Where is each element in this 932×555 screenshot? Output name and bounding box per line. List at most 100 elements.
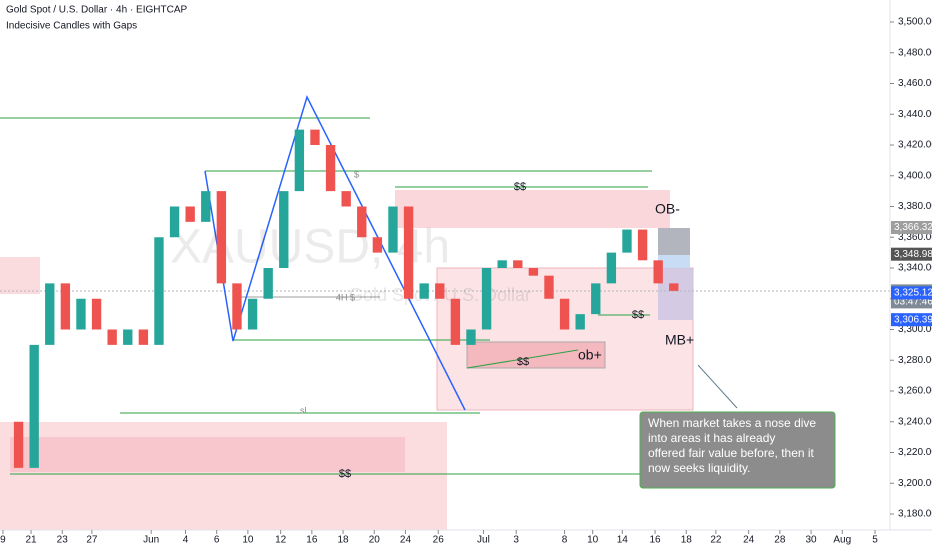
x-tick-label: 27 — [86, 535, 98, 546]
x-tick-label: Jun — [143, 535, 159, 546]
zone — [658, 268, 693, 320]
candle — [107, 329, 117, 345]
candle — [528, 267, 539, 276]
note-line: When market takes a nose dive — [648, 416, 816, 430]
price-tag: 3,325.12 — [891, 286, 932, 300]
candle — [357, 206, 367, 238]
annotation: $$ — [632, 309, 644, 321]
candle — [201, 191, 211, 222]
annotation: $$ — [514, 181, 526, 193]
note-line: offered fair value before, then it — [648, 446, 815, 460]
annotation: $$ — [339, 468, 351, 480]
candle — [481, 267, 492, 330]
candle — [325, 144, 336, 192]
price-tag-label: 3,306.39 — [894, 314, 932, 325]
x-tick-label: 21 — [25, 535, 37, 546]
arrow — [697, 364, 738, 409]
x-tick-label: 5 — [872, 535, 878, 546]
candle — [372, 237, 383, 253]
x-tick-label: Aug — [833, 535, 851, 546]
zone — [10, 437, 405, 472]
title: Gold Spot / U.S. Dollar · 4h · EIGHTCAP — [6, 5, 187, 16]
x-tick-label: 24 — [400, 535, 412, 546]
note-line: now seeks liquidity. — [648, 461, 751, 475]
y-tick-label: 3,500.00 — [898, 17, 932, 28]
annotation: sl — [300, 405, 307, 415]
y-tick-label: 3,240.00 — [898, 416, 932, 427]
candle — [606, 252, 617, 284]
candle — [450, 298, 461, 345]
zone — [0, 257, 40, 294]
annotation: $ — [354, 169, 359, 179]
y-tick-label: 3,400.00 — [898, 170, 932, 181]
y-tick-label: 3,260.00 — [898, 386, 932, 397]
candle — [185, 206, 195, 222]
x-tick-label: 6 — [214, 535, 220, 546]
zone — [658, 228, 690, 255]
annotation: $$ — [517, 356, 529, 368]
candle — [341, 191, 351, 207]
price-tag-label: 3,348.98 — [894, 249, 932, 260]
candle — [388, 206, 398, 253]
x-tick-label: 9 — [0, 535, 6, 546]
price-tag-label: 3,366.32 — [894, 222, 932, 233]
x-tick-label: 4 — [183, 535, 189, 546]
x-tick-label: 23 — [57, 535, 69, 546]
price-tag: 3,366.32 — [891, 221, 932, 235]
x-tick-label: 18 — [337, 535, 349, 546]
price-tag: 3,348.98 — [891, 247, 932, 261]
candle — [91, 298, 102, 330]
candle — [154, 237, 164, 345]
levels — [0, 117, 652, 475]
candle — [263, 267, 273, 299]
x-tick-label: Jul — [477, 535, 490, 546]
candle — [13, 421, 24, 468]
candle — [669, 283, 679, 291]
candle — [653, 260, 663, 284]
annotation: 4H $ — [336, 292, 355, 302]
candle — [216, 191, 227, 284]
x-tick-label: 24 — [743, 535, 755, 546]
price-tag-timer: 03:47:46 — [894, 297, 932, 308]
candle — [279, 191, 289, 268]
x-tick-label: 16 — [306, 535, 318, 546]
annotation: OB- — [655, 201, 680, 217]
zone — [466, 341, 606, 369]
zone — [436, 267, 694, 411]
y-tick-label: 3,420.00 — [898, 140, 932, 151]
candle — [45, 283, 55, 345]
price-tag-bg — [891, 221, 932, 235]
y-tick-label: 3,360.00 — [898, 232, 932, 243]
y-tick-label: 3,280.00 — [898, 355, 932, 366]
y-tick-label: 3,200.00 — [898, 478, 932, 489]
y-tick-label: 3,460.00 — [898, 78, 932, 89]
candle — [247, 298, 258, 330]
candle — [403, 206, 414, 299]
x-tick-label: 26 — [433, 535, 445, 546]
x-tick-label: 18 — [681, 535, 693, 546]
candle — [60, 283, 71, 330]
note-box — [639, 411, 836, 489]
x-tick-label: 12 — [275, 535, 287, 546]
annotation: ob+ — [578, 347, 602, 363]
candle — [435, 283, 445, 299]
candle — [169, 206, 180, 238]
indicator: Indecisive Candles with Gaps — [6, 21, 137, 32]
zone — [395, 190, 670, 228]
candle — [497, 260, 507, 268]
candle — [591, 283, 601, 315]
x-tick-label: 3 — [513, 535, 519, 546]
x-tick-label: 10 — [242, 535, 254, 546]
x-tick-label: 22 — [710, 535, 722, 546]
y-tick-label: 3,180.00 — [898, 509, 932, 520]
x-tick-label: 28 — [774, 535, 786, 546]
price-tag-bg — [891, 313, 932, 327]
x-tick-label: 20 — [369, 535, 381, 546]
x-tick-label: 10 — [587, 535, 599, 546]
candle — [466, 329, 476, 345]
x-tick-label: 14 — [617, 535, 629, 546]
x-tick-label: 16 — [649, 535, 661, 546]
candle — [123, 329, 133, 345]
